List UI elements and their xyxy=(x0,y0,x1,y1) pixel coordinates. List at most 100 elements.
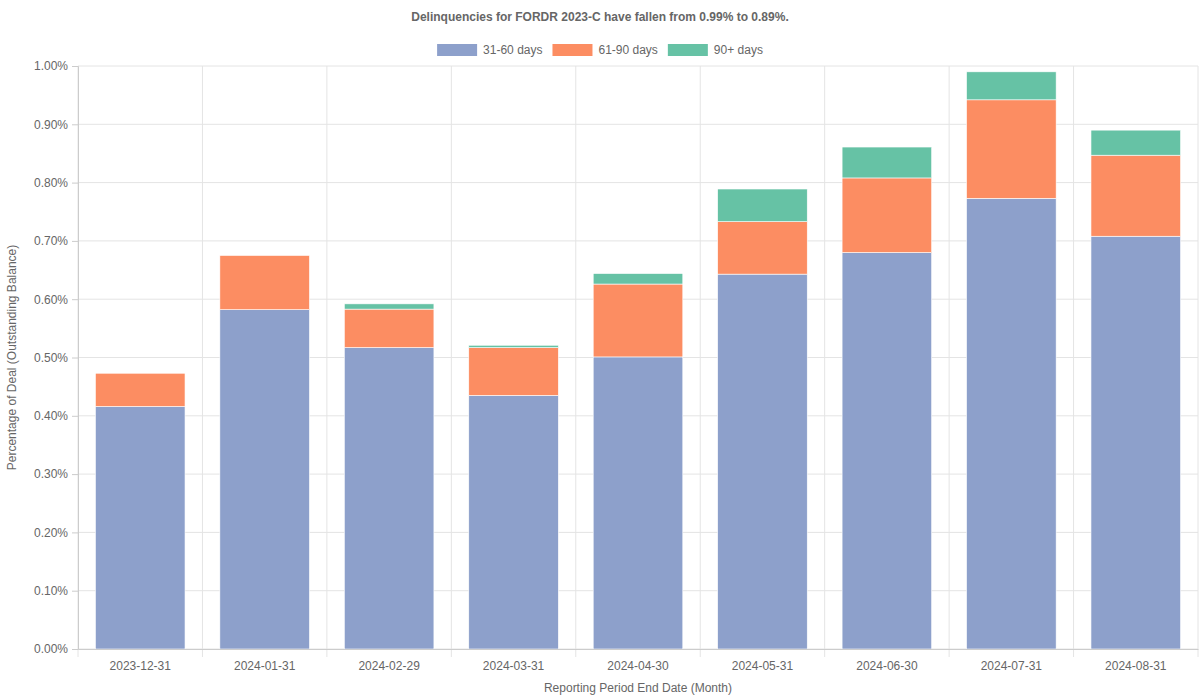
tick: 0.20% xyxy=(34,526,78,540)
bar[interactable] xyxy=(718,222,808,274)
bar[interactable] xyxy=(220,310,310,649)
grid-line-x xyxy=(700,66,701,657)
tick-label: 0.70% xyxy=(34,234,68,248)
tick: 0.50% xyxy=(34,351,78,365)
bar[interactable] xyxy=(967,72,1057,100)
bar[interactable] xyxy=(220,255,310,256)
tick: 2023-12-31 xyxy=(110,649,172,673)
tick: 2024-02-29 xyxy=(358,649,420,673)
tick-label: 0.10% xyxy=(34,584,68,598)
bar[interactable] xyxy=(593,284,683,357)
bar[interactable] xyxy=(1091,130,1181,155)
tick: 2024-03-31 xyxy=(483,649,545,673)
tick-mark xyxy=(72,416,78,417)
tick-label: 0.00% xyxy=(34,642,68,656)
tick: 0.40% xyxy=(34,409,78,423)
tick-mark xyxy=(72,241,78,242)
grid xyxy=(78,66,1198,657)
tick-mark xyxy=(72,591,78,592)
grid-line-y xyxy=(78,66,1198,67)
series-bars xyxy=(344,72,1180,348)
tick-label: 2024-04-30 xyxy=(607,659,669,673)
bar[interactable] xyxy=(344,309,434,347)
tick-label: 0.90% xyxy=(34,118,68,132)
tick-label: 2024-07-31 xyxy=(981,659,1043,673)
bar[interactable] xyxy=(220,255,310,309)
bar[interactable] xyxy=(593,274,683,284)
x-axis-title: Reporting Period End Date (Month) xyxy=(544,681,732,695)
legend-swatch xyxy=(552,44,592,56)
tick-label: 2024-03-31 xyxy=(483,659,545,673)
legend-item[interactable]: 61-90 days xyxy=(552,43,657,57)
tick-label: 2023-12-31 xyxy=(110,659,172,673)
tick: 0.70% xyxy=(34,234,78,248)
tick-label: 2024-02-29 xyxy=(358,659,420,673)
legend-label: 90+ days xyxy=(714,43,763,57)
tick: 0.90% xyxy=(34,118,78,132)
grid-line-x xyxy=(575,66,576,657)
bar[interactable] xyxy=(469,395,559,649)
bar[interactable] xyxy=(967,198,1057,649)
tick: 0.00% xyxy=(34,642,78,656)
y-axis-title: Percentage of Deal (Outstanding Balance) xyxy=(5,245,19,470)
chart: 0.00% 0.10% 0.20% 0.30% 0.40% 0.50% 0.60% 0.70%… xyxy=(0,0,1200,700)
bar[interactable] xyxy=(344,348,434,649)
tick-mark xyxy=(72,124,78,125)
bar[interactable] xyxy=(1091,155,1181,236)
legend-item[interactable]: 90+ days xyxy=(668,43,763,57)
bar[interactable] xyxy=(842,147,932,178)
tick-label: 0.40% xyxy=(34,409,68,423)
tick: 2024-08-31 xyxy=(1105,649,1167,673)
tick-mark xyxy=(72,474,78,475)
bar[interactable] xyxy=(967,100,1057,199)
bar[interactable] xyxy=(95,373,185,374)
bar[interactable] xyxy=(95,406,185,649)
bar[interactable] xyxy=(95,373,185,406)
bar[interactable] xyxy=(842,178,932,253)
tick-label: 2024-01-31 xyxy=(234,659,296,673)
grid-line-x xyxy=(451,66,452,657)
tick-label: 0.20% xyxy=(34,526,68,540)
tick: 0.80% xyxy=(34,176,78,190)
bar[interactable] xyxy=(718,189,808,222)
tick: 2024-07-31 xyxy=(981,649,1043,673)
series-bars xyxy=(95,100,1180,407)
tick-label: 0.60% xyxy=(34,293,68,307)
tick-label: 0.30% xyxy=(34,467,68,481)
tick-label: 2024-08-31 xyxy=(1105,659,1167,673)
bar[interactable] xyxy=(718,274,808,649)
tick: 0.60% xyxy=(34,293,78,307)
bar[interactable] xyxy=(842,253,932,649)
legend: 31-60 days 61-90 days 90+ days xyxy=(437,43,763,57)
tick: 2024-05-31 xyxy=(732,649,794,673)
legend-swatch xyxy=(437,44,477,56)
bar[interactable] xyxy=(593,357,683,649)
bar[interactable] xyxy=(1091,236,1181,649)
grid-line-x xyxy=(202,66,203,657)
tick-mark xyxy=(72,532,78,533)
tick: 2024-01-31 xyxy=(234,649,296,673)
legend-label: 31-60 days xyxy=(483,43,542,57)
tick: 2024-04-30 xyxy=(607,649,669,673)
tick-mark xyxy=(72,358,78,359)
tick-mark xyxy=(72,649,78,650)
tick-label: 2024-06-30 xyxy=(856,659,918,673)
tick: 0.10% xyxy=(34,584,78,598)
bars xyxy=(95,72,1180,649)
y-axis: 0.00% 0.10% 0.20% 0.30% 0.40% 0.50% 0.60% 0.70%… xyxy=(34,59,79,656)
tick-mark xyxy=(72,299,78,300)
legend-item[interactable]: 31-60 days xyxy=(437,43,542,57)
bar[interactable] xyxy=(344,304,434,309)
bar[interactable] xyxy=(469,348,559,396)
bar[interactable] xyxy=(469,345,559,347)
grid-line-x xyxy=(949,66,950,657)
legend-label: 61-90 days xyxy=(598,43,657,57)
title: Delinquencies for FORDR 2023-C have fall… xyxy=(411,10,788,24)
series-bars xyxy=(95,198,1180,649)
tick: 0.30% xyxy=(34,467,78,481)
tick-label: 1.00% xyxy=(34,59,68,73)
grid-line-x xyxy=(1073,66,1074,657)
grid-line-x xyxy=(1198,66,1199,657)
tick-label: 0.80% xyxy=(34,176,68,190)
legend-swatch xyxy=(668,44,708,56)
